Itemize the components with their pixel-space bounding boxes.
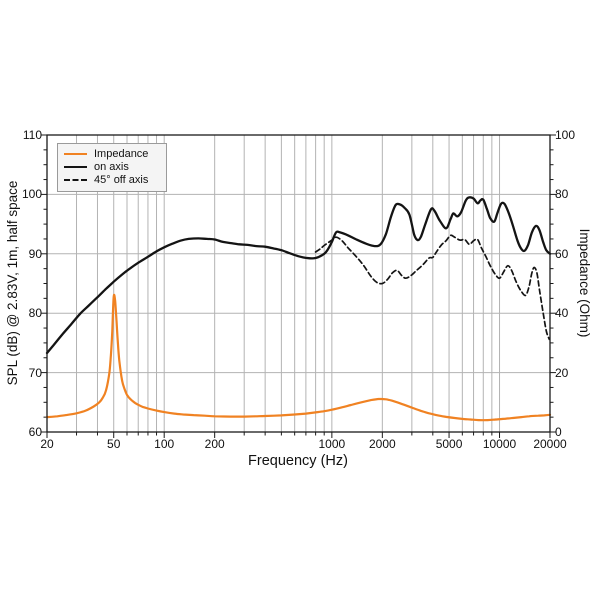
legend-item-on-axis: on axis — [64, 161, 160, 173]
legend-item-45-off-axis: 45° off axis — [64, 174, 160, 186]
x-tick-label: 100 — [154, 437, 175, 451]
y-tick-label-right: 40 — [555, 306, 569, 321]
y-tick-label-left: 100 — [21, 187, 42, 202]
y-tick-label-left: 60 — [28, 425, 42, 439]
legend-item-impedance: Impedance — [64, 148, 160, 160]
on-axis-line-sample — [64, 166, 87, 168]
legend-box: Impedance on axis 45° off axis — [57, 143, 167, 192]
x-tick-label: 50 — [107, 437, 121, 451]
legend-label: 45° off axis — [94, 173, 149, 186]
x-axis-title: Frequency (Hz) — [248, 453, 348, 469]
y-tick-label-left: 90 — [28, 246, 42, 261]
x-tick-label: 200 — [204, 437, 225, 451]
legend-label: Impedance — [94, 147, 149, 160]
y-tick-label-left: 80 — [28, 306, 42, 321]
curve-impedance — [45, 293, 552, 422]
x-tick-label: 20 — [40, 437, 54, 451]
curve-45-off-axis — [314, 234, 551, 341]
x-tick-label: 5000 — [435, 437, 463, 451]
y-tick-label-left: 110 — [22, 128, 42, 142]
curve-on-axis — [45, 196, 552, 355]
x-tick-label: 20000 — [533, 437, 567, 451]
off-axis-line-sample — [64, 179, 87, 181]
x-tick-label: 2000 — [368, 437, 396, 451]
y-axis-title-right: Impedance (Ohm) — [577, 228, 592, 338]
impedance-line-sample — [64, 153, 87, 155]
x-tick-label: 10000 — [482, 437, 517, 451]
y-tick-label-right: 100 — [555, 128, 576, 142]
y-tick-label-right: 60 — [555, 246, 569, 261]
y-tick-label-right: 20 — [555, 365, 569, 380]
legend-label: on axis — [94, 160, 129, 173]
curves — [45, 196, 552, 422]
y-tick-label-right: 80 — [555, 187, 569, 202]
y-tick-label-right: 0 — [555, 425, 562, 439]
x-tick-label: 1000 — [318, 437, 346, 451]
plot-frame — [46, 134, 551, 433]
y-axis-title-left: SPL (dB) @ 2.83V, 1m, half space — [5, 180, 20, 386]
y-tick-label-left: 70 — [28, 365, 42, 380]
